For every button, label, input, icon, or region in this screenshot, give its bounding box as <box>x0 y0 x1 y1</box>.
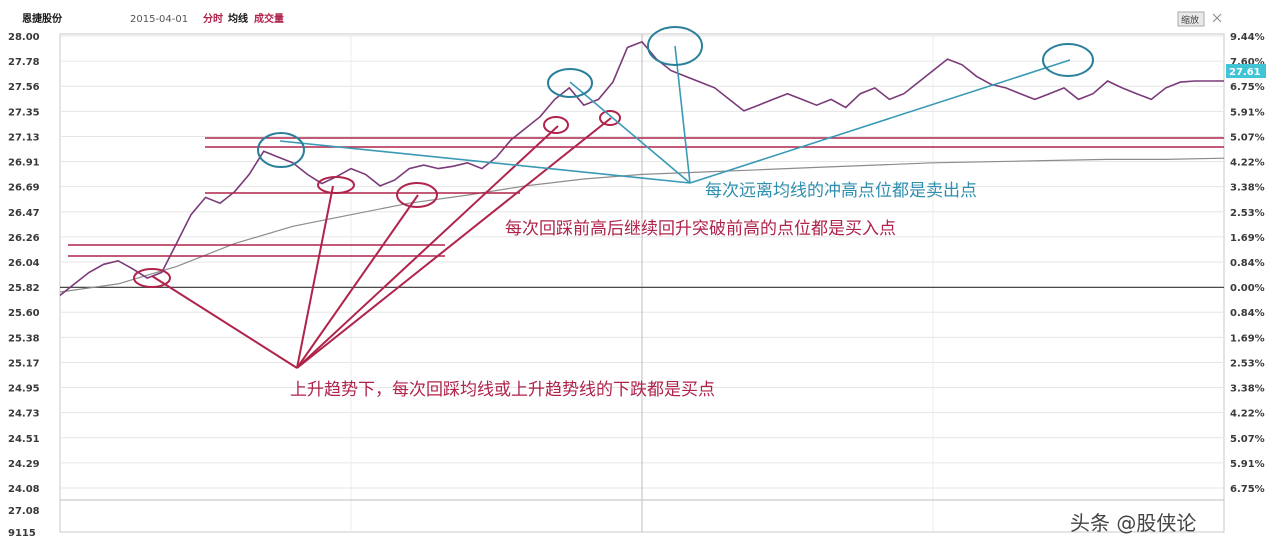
header-tag-average[interactable]: 均线 <box>228 12 248 25</box>
sell-point-pointers <box>279 45 1071 184</box>
zoom-button[interactable] <box>1177 11 1205 27</box>
buy-support-annotation: 上升趋势下，每次回踩均线或上升趋势线的下跌都是买点 <box>290 380 715 400</box>
percent-tick-label: 1.69% <box>1230 233 1265 244</box>
uptrend-line <box>689 59 1071 184</box>
current-price-value: 27.61 <box>1229 67 1261 78</box>
buy-breakout-annotation: 每次回踩前高后继续回升突破前高的点位都是买入点 <box>505 219 896 239</box>
volume-axis: 27.08 9115 <box>8 499 1224 539</box>
percent-tick-label: 5.07% <box>1230 434 1265 445</box>
buy-marker <box>133 268 171 288</box>
buy-marker <box>317 176 355 194</box>
close-icon[interactable] <box>1212 13 1222 23</box>
percent-axis: 9.44% 7.60% 6.75% 5.91% 5.07% 4.22% 3.38% 2.53%… <box>1230 32 1265 495</box>
price-tick-label: 25.82 <box>8 283 40 294</box>
volume-tick-label: 9115 <box>8 528 36 539</box>
percent-tick-label: 9.44% <box>1230 32 1265 43</box>
price-tick-label: 24.29 <box>8 459 40 470</box>
percent-tick-label: 5.91% <box>1230 459 1265 470</box>
buy-marker <box>543 116 569 134</box>
price-tick-label: 25.17 <box>8 358 40 369</box>
price-tick-label: 26.04 <box>8 258 40 269</box>
sell-marker <box>257 132 305 168</box>
price-tick-label: 24.73 <box>8 409 40 420</box>
percent-tick-label: 3.38% <box>1230 183 1265 194</box>
header-tag-volume[interactable]: 成交量 <box>254 12 284 25</box>
percent-tick-label: 3.38% <box>1230 384 1265 395</box>
price-tick-label: 24.51 <box>8 434 40 445</box>
percent-tick-label: 1.69% <box>1230 333 1265 344</box>
percent-tick-label: 5.07% <box>1230 132 1265 143</box>
price-tick-label: 26.47 <box>8 208 40 219</box>
sell-annotation: 每次远离均线的冲高点位都是卖出点 <box>705 181 977 201</box>
price-tick-label: 25.60 <box>8 308 40 319</box>
percent-tick-label: 2.53% <box>1230 358 1265 369</box>
price-tick-label: 24.08 <box>8 484 40 495</box>
sell-marker <box>547 68 593 98</box>
sell-marker <box>1042 43 1094 77</box>
percent-tick-label: 7.60% <box>1230 57 1265 68</box>
percent-tick-label: 6.75% <box>1230 484 1265 495</box>
header-tag-intraday[interactable]: 分时 <box>203 12 223 25</box>
price-line <box>59 40 1224 297</box>
percent-tick-label: 0.84% <box>1230 258 1265 269</box>
buy-point-pointers <box>151 117 612 369</box>
chart-header: 恩捷股份 2015-04-01 分时 均线 成交量 缩放 <box>22 11 1222 27</box>
zoom-button-label: 缩放 <box>1181 14 1199 26</box>
percent-tick-label: 2.53% <box>1230 208 1265 219</box>
chart-date: 2015-04-01 <box>130 14 188 25</box>
pointer-line <box>279 140 691 184</box>
pointer-line <box>569 81 691 184</box>
percent-tick-label: 0.84% <box>1230 308 1265 319</box>
average-price-line <box>59 157 1225 293</box>
pointer-line <box>151 275 298 369</box>
percent-tick-label: 0.00% <box>1230 283 1265 294</box>
price-tick-label: 26.91 <box>8 158 40 169</box>
pointer-line <box>296 117 612 369</box>
price-tick-label: 27.78 <box>8 57 40 68</box>
price-tick-label: 27.13 <box>8 132 40 143</box>
percent-tick-label: 6.75% <box>1230 82 1265 93</box>
percent-tick-label: 5.91% <box>1230 107 1265 118</box>
price-tick-label: 28.00 <box>8 32 40 43</box>
price-tick-label: 27.35 <box>8 107 40 118</box>
buy-marker <box>599 110 621 126</box>
buy-marker <box>396 182 438 208</box>
price-tick-label: 26.26 <box>8 233 40 244</box>
price-axis: 28.00 27.78 27.56 27.35 27.13 26.91 26.69 26.47… <box>8 32 40 495</box>
current-price-badge <box>1226 64 1266 78</box>
watermark: 头条 @股侠论 <box>1070 511 1196 535</box>
percent-tick-label: 4.22% <box>1230 409 1265 420</box>
pointer-line <box>296 194 419 369</box>
price-tick-label: 25.38 <box>8 333 40 344</box>
sell-point-markers <box>257 26 1094 168</box>
grid <box>60 34 1224 532</box>
pointer-line <box>296 125 559 369</box>
stock-name: 恩捷股份 <box>22 12 63 25</box>
buy-point-markers <box>133 110 621 288</box>
price-tick-label: 24.95 <box>8 384 40 395</box>
percent-tick-label: 4.22% <box>1230 158 1265 169</box>
volume-tick-label: 27.08 <box>8 506 40 517</box>
sell-marker <box>647 26 703 66</box>
price-tick-label: 27.56 <box>8 82 40 93</box>
pointer-line <box>674 45 691 184</box>
pointer-line <box>296 185 334 369</box>
price-tick-label: 26.69 <box>8 183 40 194</box>
